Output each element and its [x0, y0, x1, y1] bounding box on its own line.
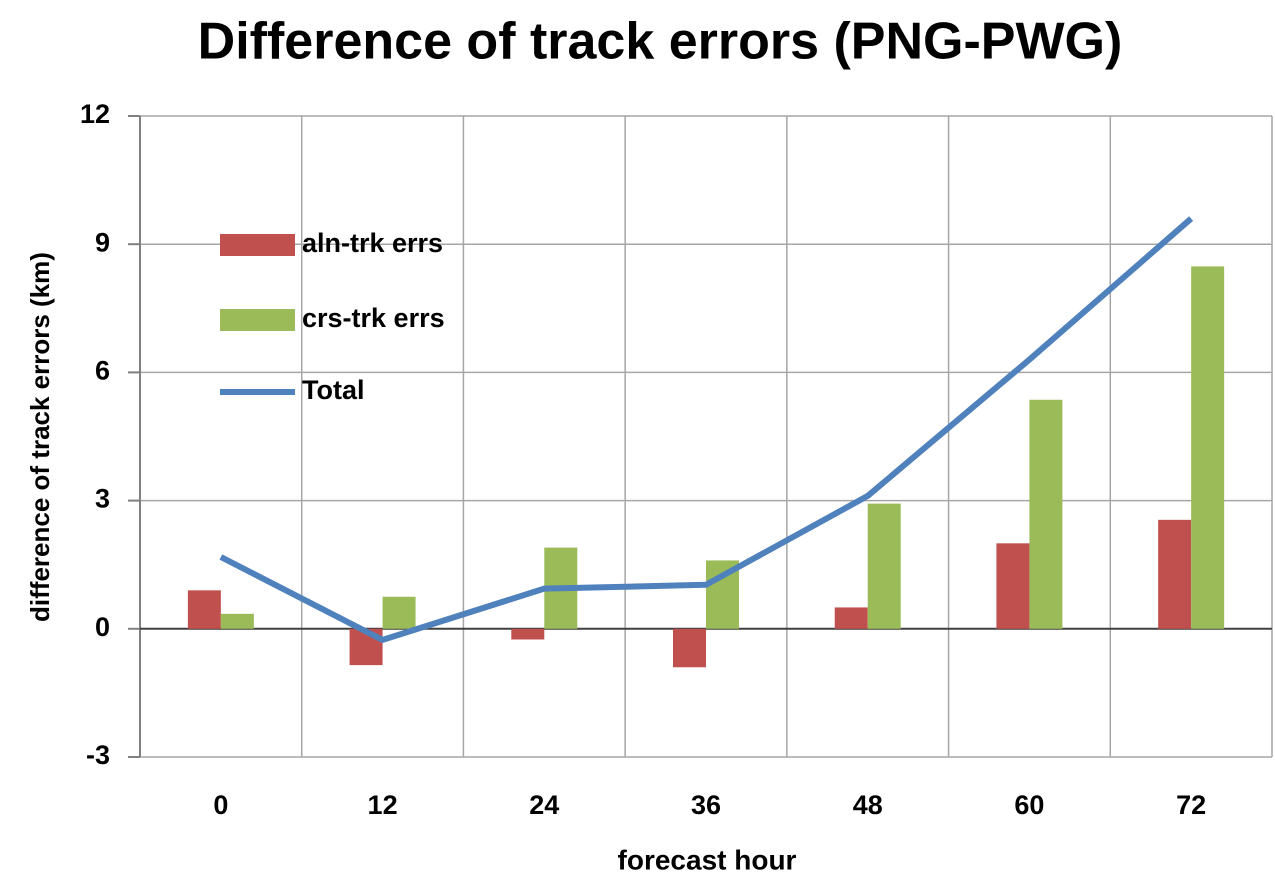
x-tick-label: 24: [529, 790, 559, 820]
y-tick-label: 6: [95, 356, 110, 386]
y-tick-label: -3: [86, 740, 110, 770]
y-axis-title: difference of track errors (km): [25, 252, 55, 622]
bar: [382, 596, 416, 629]
line: [219, 216, 1194, 643]
x-tick-label: 60: [1014, 790, 1044, 820]
bar: [673, 628, 706, 668]
x-tick-label: 36: [691, 790, 721, 820]
y-tick-label: 3: [95, 484, 110, 514]
y-tick-label: 9: [95, 227, 110, 257]
bar: [187, 590, 221, 629]
bar: [1158, 519, 1192, 629]
x-tick-label: 12: [368, 790, 398, 820]
legend-swatch: [220, 309, 295, 331]
x-axis-title: forecast hour: [618, 844, 797, 875]
chart-title: Difference of track errors (PNG-PWG): [198, 13, 1123, 71]
y-tick-label: 12: [80, 99, 110, 129]
bar: [220, 613, 254, 629]
bar: [1191, 266, 1225, 629]
bar: [511, 628, 545, 640]
legend-label: crs-trk errs: [302, 303, 445, 333]
bar: [867, 503, 901, 629]
bar: [834, 607, 868, 629]
x-tick-label: 72: [1176, 790, 1206, 820]
legend-label: Total: [302, 375, 365, 405]
bar: [996, 543, 1030, 629]
legend-swatch: [220, 234, 295, 256]
bar: [1029, 399, 1063, 629]
legend-label: aln-trk errs: [302, 228, 443, 258]
x-tick-label: 0: [213, 790, 228, 820]
y-tick-label: 0: [95, 612, 110, 642]
x-tick-label: 48: [853, 790, 883, 820]
